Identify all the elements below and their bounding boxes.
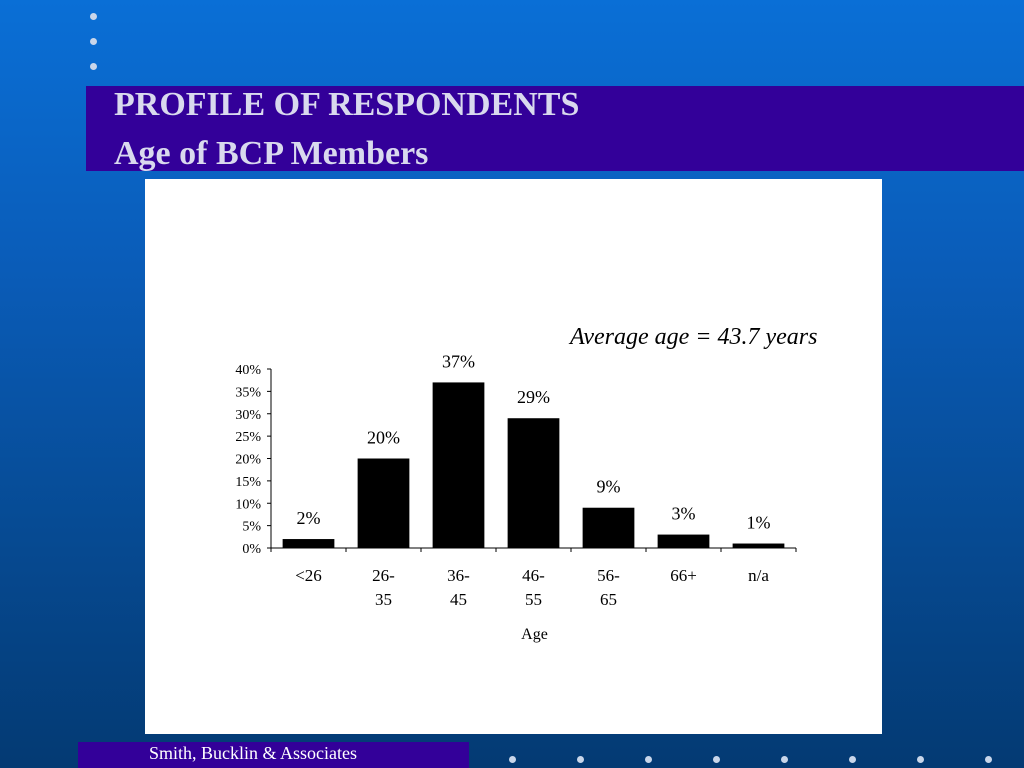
bar-value-label: 37% (442, 351, 475, 371)
slide-subtitle: Age of BCP Members (114, 135, 429, 172)
bar (282, 539, 335, 548)
slide-title: PROFILE OF RESPONDENTS (114, 86, 580, 123)
footer-credit: Smith, Bucklin & Associates (149, 743, 358, 763)
x-category-label: 45 (450, 590, 467, 609)
title-bar (86, 86, 1024, 171)
footer-bar (78, 742, 469, 768)
bar (507, 418, 560, 548)
x-category-label: 36- (447, 566, 470, 585)
average-age-annotation: Average age = 43.7 years (570, 324, 818, 350)
x-category-label: 46- (522, 566, 545, 585)
x-category-label: 26- (372, 566, 395, 585)
decor-dot (90, 38, 97, 45)
x-axis-title: Age (521, 626, 548, 643)
y-tick-label: 15% (235, 475, 261, 490)
decor-dot (90, 63, 97, 70)
decor-dot (849, 756, 856, 763)
decor-dot (577, 756, 584, 763)
decor-dot (90, 13, 97, 20)
decor-dot (917, 756, 924, 763)
decor-dot (713, 756, 720, 763)
y-tick-label: 0% (242, 542, 261, 557)
x-category-label: 65 (600, 590, 617, 609)
x-category-label: 56- (597, 566, 620, 585)
bar-value-label: 1% (747, 513, 771, 533)
bar-value-label: 29% (517, 387, 550, 407)
chart-panel: Average age = 43.7 years 0% 5% 10% 15% 20% 25… (145, 179, 882, 734)
x-category-label: <26 (295, 566, 322, 585)
bar-value-label: 20% (367, 428, 400, 448)
x-category-label: 66+ (670, 566, 697, 585)
decor-dot (509, 756, 516, 763)
bar-value-label: 9% (597, 477, 621, 497)
bar (657, 534, 710, 548)
decor-dot (781, 756, 788, 763)
y-tick-label: 40% (235, 363, 261, 378)
y-tick-label: 25% (235, 430, 261, 445)
decor-dot (645, 756, 652, 763)
y-tick-label: 5% (242, 520, 261, 535)
y-tick-label: 10% (235, 497, 261, 512)
y-tick-label: 30% (235, 408, 261, 423)
x-category-label: 35 (375, 590, 392, 609)
bar (732, 543, 785, 548)
bar-value-label: 2% (297, 508, 321, 528)
x-category-label: n/a (748, 566, 769, 585)
bar (357, 458, 410, 548)
age-bar-chart: 0% 5% 10% 15% 20% 25% 30% 35% 40% 2% <26 20% 26- 35 37… (235, 351, 797, 643)
bar-value-label: 3% (672, 504, 696, 524)
bar (582, 507, 635, 548)
y-tick-label: 35% (235, 385, 261, 400)
y-tick-label: 20% (235, 453, 261, 468)
x-category-label: 55 (525, 590, 542, 609)
decor-dot (985, 756, 992, 763)
bar (432, 382, 485, 548)
